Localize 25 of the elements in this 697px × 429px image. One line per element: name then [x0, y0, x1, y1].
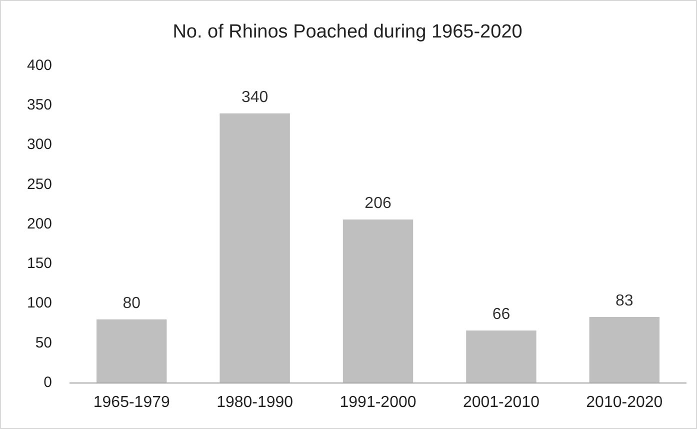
bar: [342, 220, 414, 383]
y-tick-label: 150: [26, 255, 52, 272]
y-tick-label: 200: [26, 215, 52, 232]
y-tick-label: 300: [26, 136, 52, 154]
chart-title: No. of Rhinos Poached during 1965-2020: [172, 22, 522, 43]
data-label: 340: [241, 88, 268, 106]
y-tick-label: 0: [44, 374, 52, 391]
y-tick-label: 250: [26, 176, 52, 193]
x-tick-label: 1980-1990: [216, 394, 294, 411]
y-tick-label: 50: [35, 334, 52, 352]
y-tick-label: 400: [26, 56, 52, 74]
x-tick-label: 2010-2020: [586, 394, 663, 411]
bar: [466, 330, 536, 383]
data-label: 66: [492, 306, 510, 323]
y-tick-label: 100: [26, 294, 52, 312]
x-tick-label: 2001-2010: [462, 394, 540, 411]
bar: [220, 113, 290, 383]
bar: [96, 319, 167, 383]
data-label: 80: [122, 294, 141, 312]
data-label: 206: [364, 194, 392, 212]
y-tick-label: 350: [26, 96, 52, 114]
data-label: 83: [616, 292, 634, 310]
x-tick-label: 1965-1979: [93, 394, 170, 411]
x-tick-label: 1991-2000: [340, 394, 416, 411]
bar: [589, 317, 660, 383]
